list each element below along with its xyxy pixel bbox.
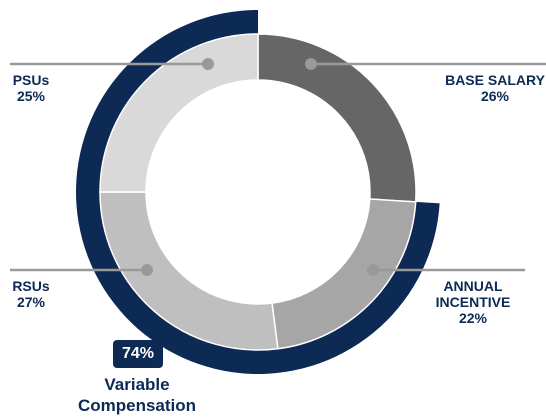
leader-dot [141,264,153,276]
value-label: 22% [458,310,488,326]
segment-label: RSUs 27% [0,278,62,310]
value-label: 26% [480,88,510,104]
value-label: 27% [16,294,46,310]
leader-dot [202,58,214,70]
category-label: RSUs [12,278,50,294]
segment-label: BASE SALARY 26% [430,72,546,104]
category-label: PSUs [12,72,50,88]
value-label: 25% [16,88,46,104]
outer-value-label: 74% [113,340,163,368]
segment-label: ANNUAL INCENTIVE 22% [420,278,526,326]
category-label: BASE SALARY [445,72,545,88]
donut-segment [257,33,417,203]
donut-segment [99,33,259,193]
leader-dot [367,264,379,276]
category-label: ANNUAL INCENTIVE [435,278,511,310]
leader-dot [305,58,317,70]
segment-label: PSUs 25% [0,72,62,104]
outer-label: Variable Compensation [77,375,197,415]
